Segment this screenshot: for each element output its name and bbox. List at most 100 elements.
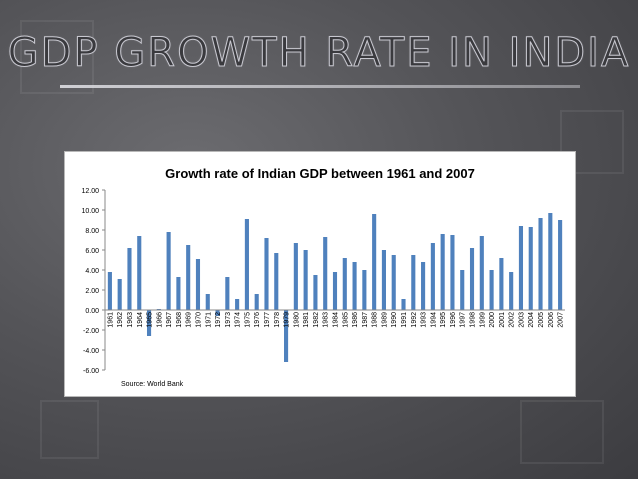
bar — [381, 250, 386, 310]
bar — [117, 279, 122, 310]
bar — [538, 218, 543, 310]
x-tick-label: 2005 — [538, 312, 545, 328]
x-tick-label: 2004 — [528, 312, 535, 328]
bar — [303, 250, 308, 310]
x-tick-label: 1975 — [244, 312, 251, 328]
x-tick-label: 1993 — [421, 312, 428, 328]
x-tick-label: 1970 — [195, 312, 202, 328]
bar — [293, 243, 298, 310]
x-tick-label: 1977 — [264, 312, 271, 328]
x-tick-label: 1968 — [176, 312, 183, 328]
bar — [362, 270, 367, 310]
bar — [372, 214, 377, 310]
y-tick-label: -4.00 — [83, 348, 99, 355]
bar — [107, 272, 112, 310]
bar — [205, 294, 210, 310]
x-tick-label: 1981 — [303, 312, 310, 328]
bar — [518, 226, 524, 310]
x-tick-label: 1985 — [342, 312, 349, 328]
bar — [166, 232, 171, 310]
x-tick-label: 1969 — [186, 312, 193, 328]
bar — [469, 248, 475, 310]
bar — [528, 227, 533, 310]
bar — [186, 245, 191, 310]
bar — [215, 310, 220, 316]
bar — [264, 238, 269, 310]
decorative-square — [40, 400, 99, 459]
x-tick-label: 1995 — [440, 312, 447, 328]
bar — [235, 299, 240, 310]
bar — [127, 248, 132, 310]
bar — [225, 277, 230, 310]
x-tick-label: 1971 — [205, 312, 212, 328]
x-tick-label: 1983 — [323, 312, 330, 328]
x-tick-label: 1998 — [470, 312, 477, 328]
x-tick-label: 1997 — [460, 312, 467, 328]
y-tick-label: -2.00 — [83, 328, 99, 335]
x-tick-label: 1990 — [391, 312, 398, 328]
x-tick-label: 2003 — [518, 312, 525, 328]
bar — [489, 270, 494, 310]
x-tick-label: 1987 — [362, 312, 369, 328]
bar — [332, 272, 338, 310]
bar — [146, 310, 152, 336]
bar — [195, 259, 201, 310]
slide-title: GDP GROWTH RATE IN INDIA — [7, 30, 631, 77]
x-tick-label: 1961 — [107, 312, 114, 328]
bar — [509, 272, 514, 310]
bar — [244, 219, 249, 310]
x-tick-label: 2002 — [509, 312, 516, 328]
x-tick-label: 1967 — [166, 312, 173, 328]
bar — [323, 237, 328, 310]
bar — [284, 310, 289, 362]
x-tick-label: 1994 — [430, 312, 437, 328]
x-tick-label: 1991 — [401, 312, 408, 328]
x-tick-label: 1973 — [225, 312, 232, 328]
y-tick-label: 0.00 — [85, 308, 99, 315]
x-tick-label: 1989 — [381, 312, 388, 328]
decorative-square — [560, 110, 624, 174]
x-tick-label: 1999 — [479, 312, 486, 328]
bar — [137, 236, 142, 310]
bar — [430, 243, 435, 310]
x-tick-label: 1980 — [293, 312, 300, 328]
y-tick-label: 8.00 — [85, 228, 99, 235]
chart-title: Growth rate of Indian GDP between 1961 a… — [165, 166, 475, 181]
x-tick-label: 1962 — [117, 312, 124, 328]
bar — [450, 235, 455, 310]
bar — [254, 294, 259, 310]
y-tick-label: 4.00 — [85, 268, 99, 275]
x-tick-label: 1976 — [254, 312, 261, 328]
decorative-square — [520, 400, 604, 464]
x-tick-label: 2007 — [558, 312, 565, 328]
x-tick-label: 2001 — [499, 312, 506, 328]
x-tick-label: 1974 — [235, 312, 242, 328]
bar — [401, 299, 406, 310]
bar — [421, 262, 426, 310]
x-tick-label: 2006 — [548, 312, 555, 328]
bar — [411, 255, 416, 310]
bar — [499, 258, 504, 310]
bar — [274, 253, 279, 310]
bar — [460, 270, 465, 310]
y-tick-label: 10.00 — [81, 208, 99, 215]
x-tick-label: 1964 — [137, 312, 144, 328]
y-tick-label: 12.00 — [81, 188, 99, 195]
x-tick-label: 1966 — [156, 312, 163, 328]
x-tick-label: 1984 — [333, 312, 340, 328]
bar — [548, 213, 553, 310]
bar — [342, 258, 347, 310]
x-tick-label: 1972 — [215, 312, 222, 328]
bar — [440, 234, 445, 310]
x-tick-label: 1978 — [274, 312, 281, 328]
bar — [391, 255, 396, 310]
source-note: Source: World Bank — [121, 381, 184, 388]
chart-panel: Growth rate of Indian GDP between 1961 a… — [64, 151, 576, 397]
bar — [352, 262, 357, 310]
y-tick-label: 6.00 — [85, 248, 99, 255]
bar — [558, 220, 563, 310]
x-tick-label: 1988 — [372, 312, 379, 328]
x-tick-label: 1982 — [313, 312, 320, 328]
y-tick-label: -6.00 — [83, 368, 99, 375]
x-tick-label: 2000 — [489, 312, 496, 328]
